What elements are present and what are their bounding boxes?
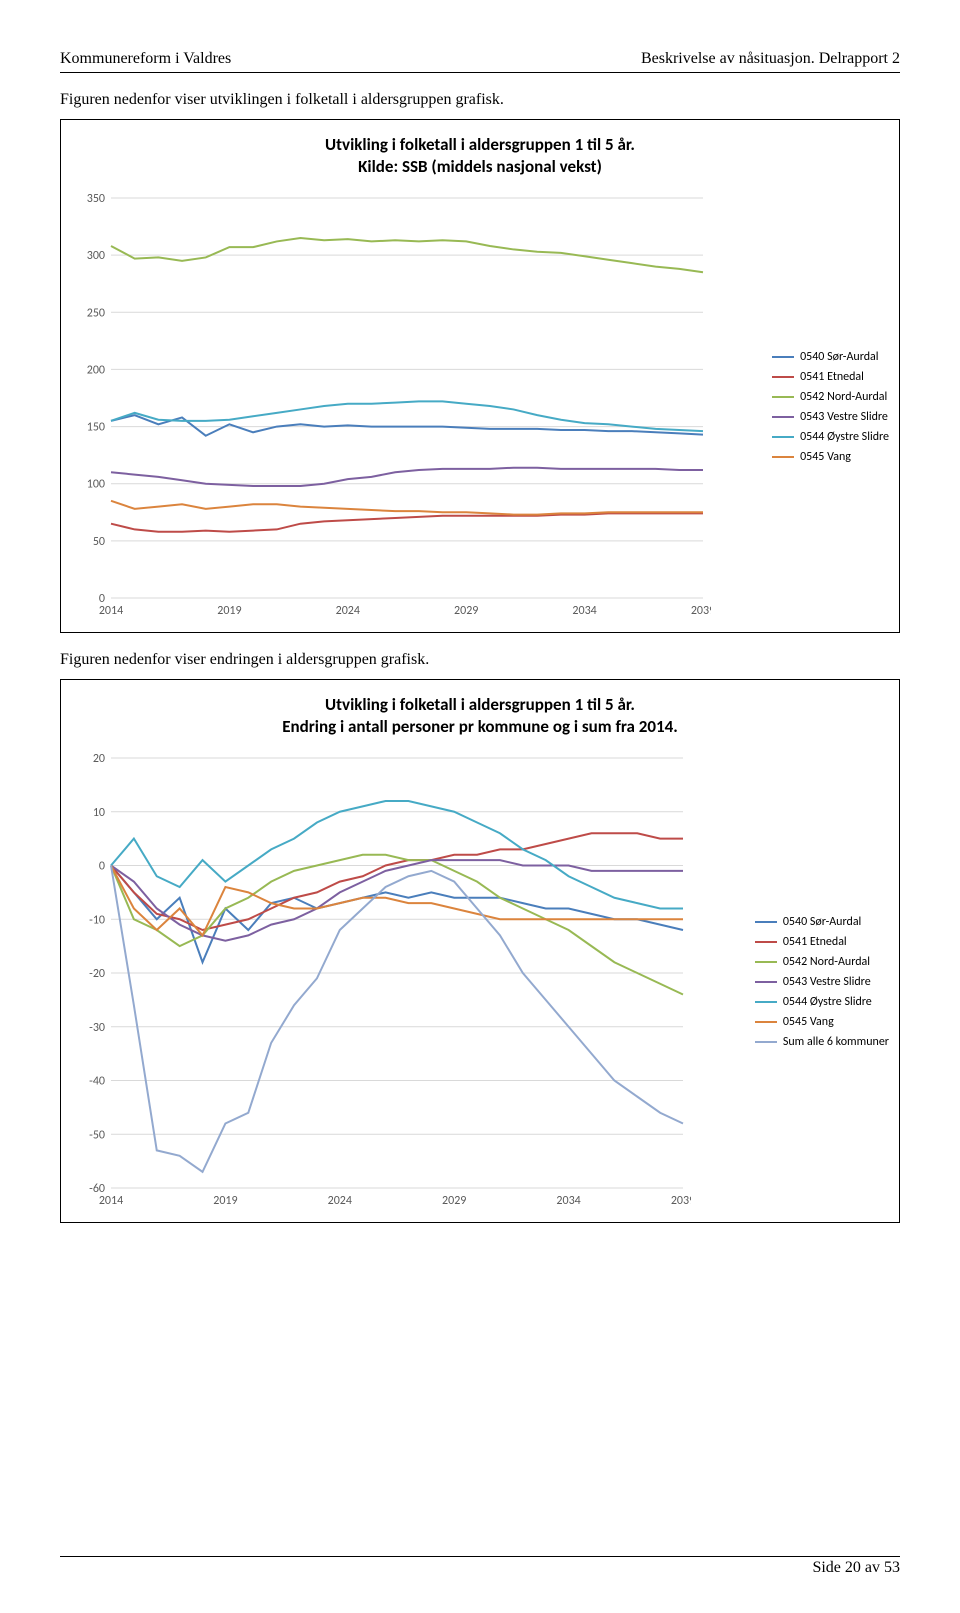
legend-swatch <box>772 356 794 358</box>
svg-text:2019: 2019 <box>217 604 241 618</box>
legend-item: 0542 Nord-Aurdal <box>772 390 889 404</box>
page-footer: Side 20 av 53 <box>60 1556 900 1577</box>
legend-swatch <box>755 921 777 923</box>
footer-rule <box>60 1556 900 1557</box>
header-left: Kommunereform i Valdres <box>60 50 231 68</box>
legend-label: 0541 Etnedal <box>800 370 864 384</box>
svg-text:2039: 2039 <box>691 604 711 618</box>
legend-label: 0544 Øystre Slidre <box>783 995 872 1009</box>
chart-2-legend: 0540 Sør-Aurdal 0541 Etnedal 0542 Nord-Aur… <box>745 752 889 1212</box>
svg-text:100: 100 <box>87 478 105 492</box>
svg-text:20: 20 <box>93 752 105 766</box>
legend-item: 0541 Etnedal <box>772 370 889 384</box>
legend-swatch <box>772 456 794 458</box>
chart-2-plot: -60-50-40-30-20-100102020142019202420292… <box>71 752 691 1212</box>
svg-text:-40: -40 <box>89 1075 105 1089</box>
chart-1-container: Utvikling i folketall i aldersgruppen 1 … <box>60 119 900 633</box>
svg-text:2014: 2014 <box>99 1194 123 1208</box>
legend-swatch <box>772 376 794 378</box>
svg-text:-20: -20 <box>89 967 105 981</box>
svg-text:2029: 2029 <box>442 1194 466 1208</box>
legend-swatch <box>755 1021 777 1023</box>
svg-text:300: 300 <box>87 249 105 263</box>
legend-label: Sum alle 6 kommuner <box>783 1035 889 1049</box>
legend-swatch <box>755 941 777 943</box>
svg-text:2029: 2029 <box>454 604 478 618</box>
svg-text:-30: -30 <box>89 1021 105 1035</box>
header-right: Beskrivelse av nåsituasjon. Delrapport 2 <box>641 50 900 68</box>
header-rule <box>60 72 900 73</box>
legend-swatch <box>755 981 777 983</box>
legend-item: 0540 Sør-Aurdal <box>755 915 889 929</box>
legend-label: 0544 Øystre Slidre <box>800 430 889 444</box>
svg-text:10: 10 <box>93 806 105 820</box>
legend-item: Sum alle 6 kommuner <box>755 1035 889 1049</box>
intro-text-1: Figuren nedenfor viser utviklingen i fol… <box>60 91 900 109</box>
svg-text:2034: 2034 <box>572 604 596 618</box>
legend-label: 0540 Sør-Aurdal <box>800 350 879 364</box>
legend-label: 0542 Nord-Aurdal <box>800 390 887 404</box>
svg-text:250: 250 <box>87 306 105 320</box>
svg-text:2034: 2034 <box>556 1194 580 1208</box>
legend-item: 0544 Øystre Slidre <box>772 430 889 444</box>
svg-text:-50: -50 <box>89 1129 105 1143</box>
legend-item: 0543 Vestre Slidre <box>772 410 889 424</box>
legend-item: 0544 Øystre Slidre <box>755 995 889 1009</box>
legend-label: 0545 Vang <box>783 1015 834 1029</box>
legend-item: 0545 Vang <box>755 1015 889 1029</box>
page-number: Side 20 av 53 <box>60 1559 900 1577</box>
legend-label: 0543 Vestre Slidre <box>783 975 871 989</box>
legend-item: 0543 Vestre Slidre <box>755 975 889 989</box>
legend-label: 0542 Nord-Aurdal <box>783 955 870 969</box>
svg-text:50: 50 <box>93 535 105 549</box>
legend-item: 0540 Sør-Aurdal <box>772 350 889 364</box>
chart-2-title: Utvikling i folketall i aldersgruppen 1 … <box>71 694 889 738</box>
chart-1-legend: 0540 Sør-Aurdal 0541 Etnedal 0542 Nord-Aur… <box>762 192 889 622</box>
svg-text:-10: -10 <box>89 914 105 928</box>
legend-swatch <box>755 961 777 963</box>
svg-text:150: 150 <box>87 421 105 435</box>
document-header: Kommunereform i Valdres Beskrivelse av n… <box>60 50 900 68</box>
legend-label: 0541 Etnedal <box>783 935 847 949</box>
chart-1-plot: 0501001502002503003502014201920242029203… <box>71 192 711 622</box>
legend-label: 0543 Vestre Slidre <box>800 410 888 424</box>
intro-text-2: Figuren nedenfor viser endringen i alder… <box>60 651 900 669</box>
svg-text:350: 350 <box>87 192 105 206</box>
legend-swatch <box>755 1001 777 1003</box>
svg-text:2024: 2024 <box>328 1194 352 1208</box>
legend-label: 0545 Vang <box>800 450 851 464</box>
legend-swatch <box>755 1041 777 1043</box>
chart-2-container: Utvikling i folketall i aldersgruppen 1 … <box>60 679 900 1223</box>
svg-text:200: 200 <box>87 364 105 378</box>
svg-text:2014: 2014 <box>99 604 123 618</box>
legend-item: 0541 Etnedal <box>755 935 889 949</box>
svg-text:2024: 2024 <box>336 604 360 618</box>
legend-swatch <box>772 396 794 398</box>
svg-text:2019: 2019 <box>213 1194 237 1208</box>
chart-1-title: Utvikling i folketall i aldersgruppen 1 … <box>71 134 889 178</box>
svg-text:2039: 2039 <box>671 1194 691 1208</box>
legend-label: 0540 Sør-Aurdal <box>783 915 862 929</box>
svg-text:0: 0 <box>99 860 105 874</box>
legend-item: 0542 Nord-Aurdal <box>755 955 889 969</box>
legend-swatch <box>772 416 794 418</box>
legend-swatch <box>772 436 794 438</box>
legend-item: 0545 Vang <box>772 450 889 464</box>
